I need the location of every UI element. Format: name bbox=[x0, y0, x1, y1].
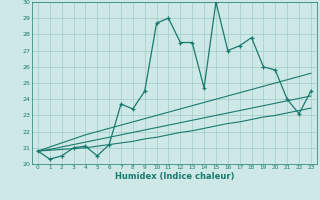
X-axis label: Humidex (Indice chaleur): Humidex (Indice chaleur) bbox=[115, 172, 234, 181]
